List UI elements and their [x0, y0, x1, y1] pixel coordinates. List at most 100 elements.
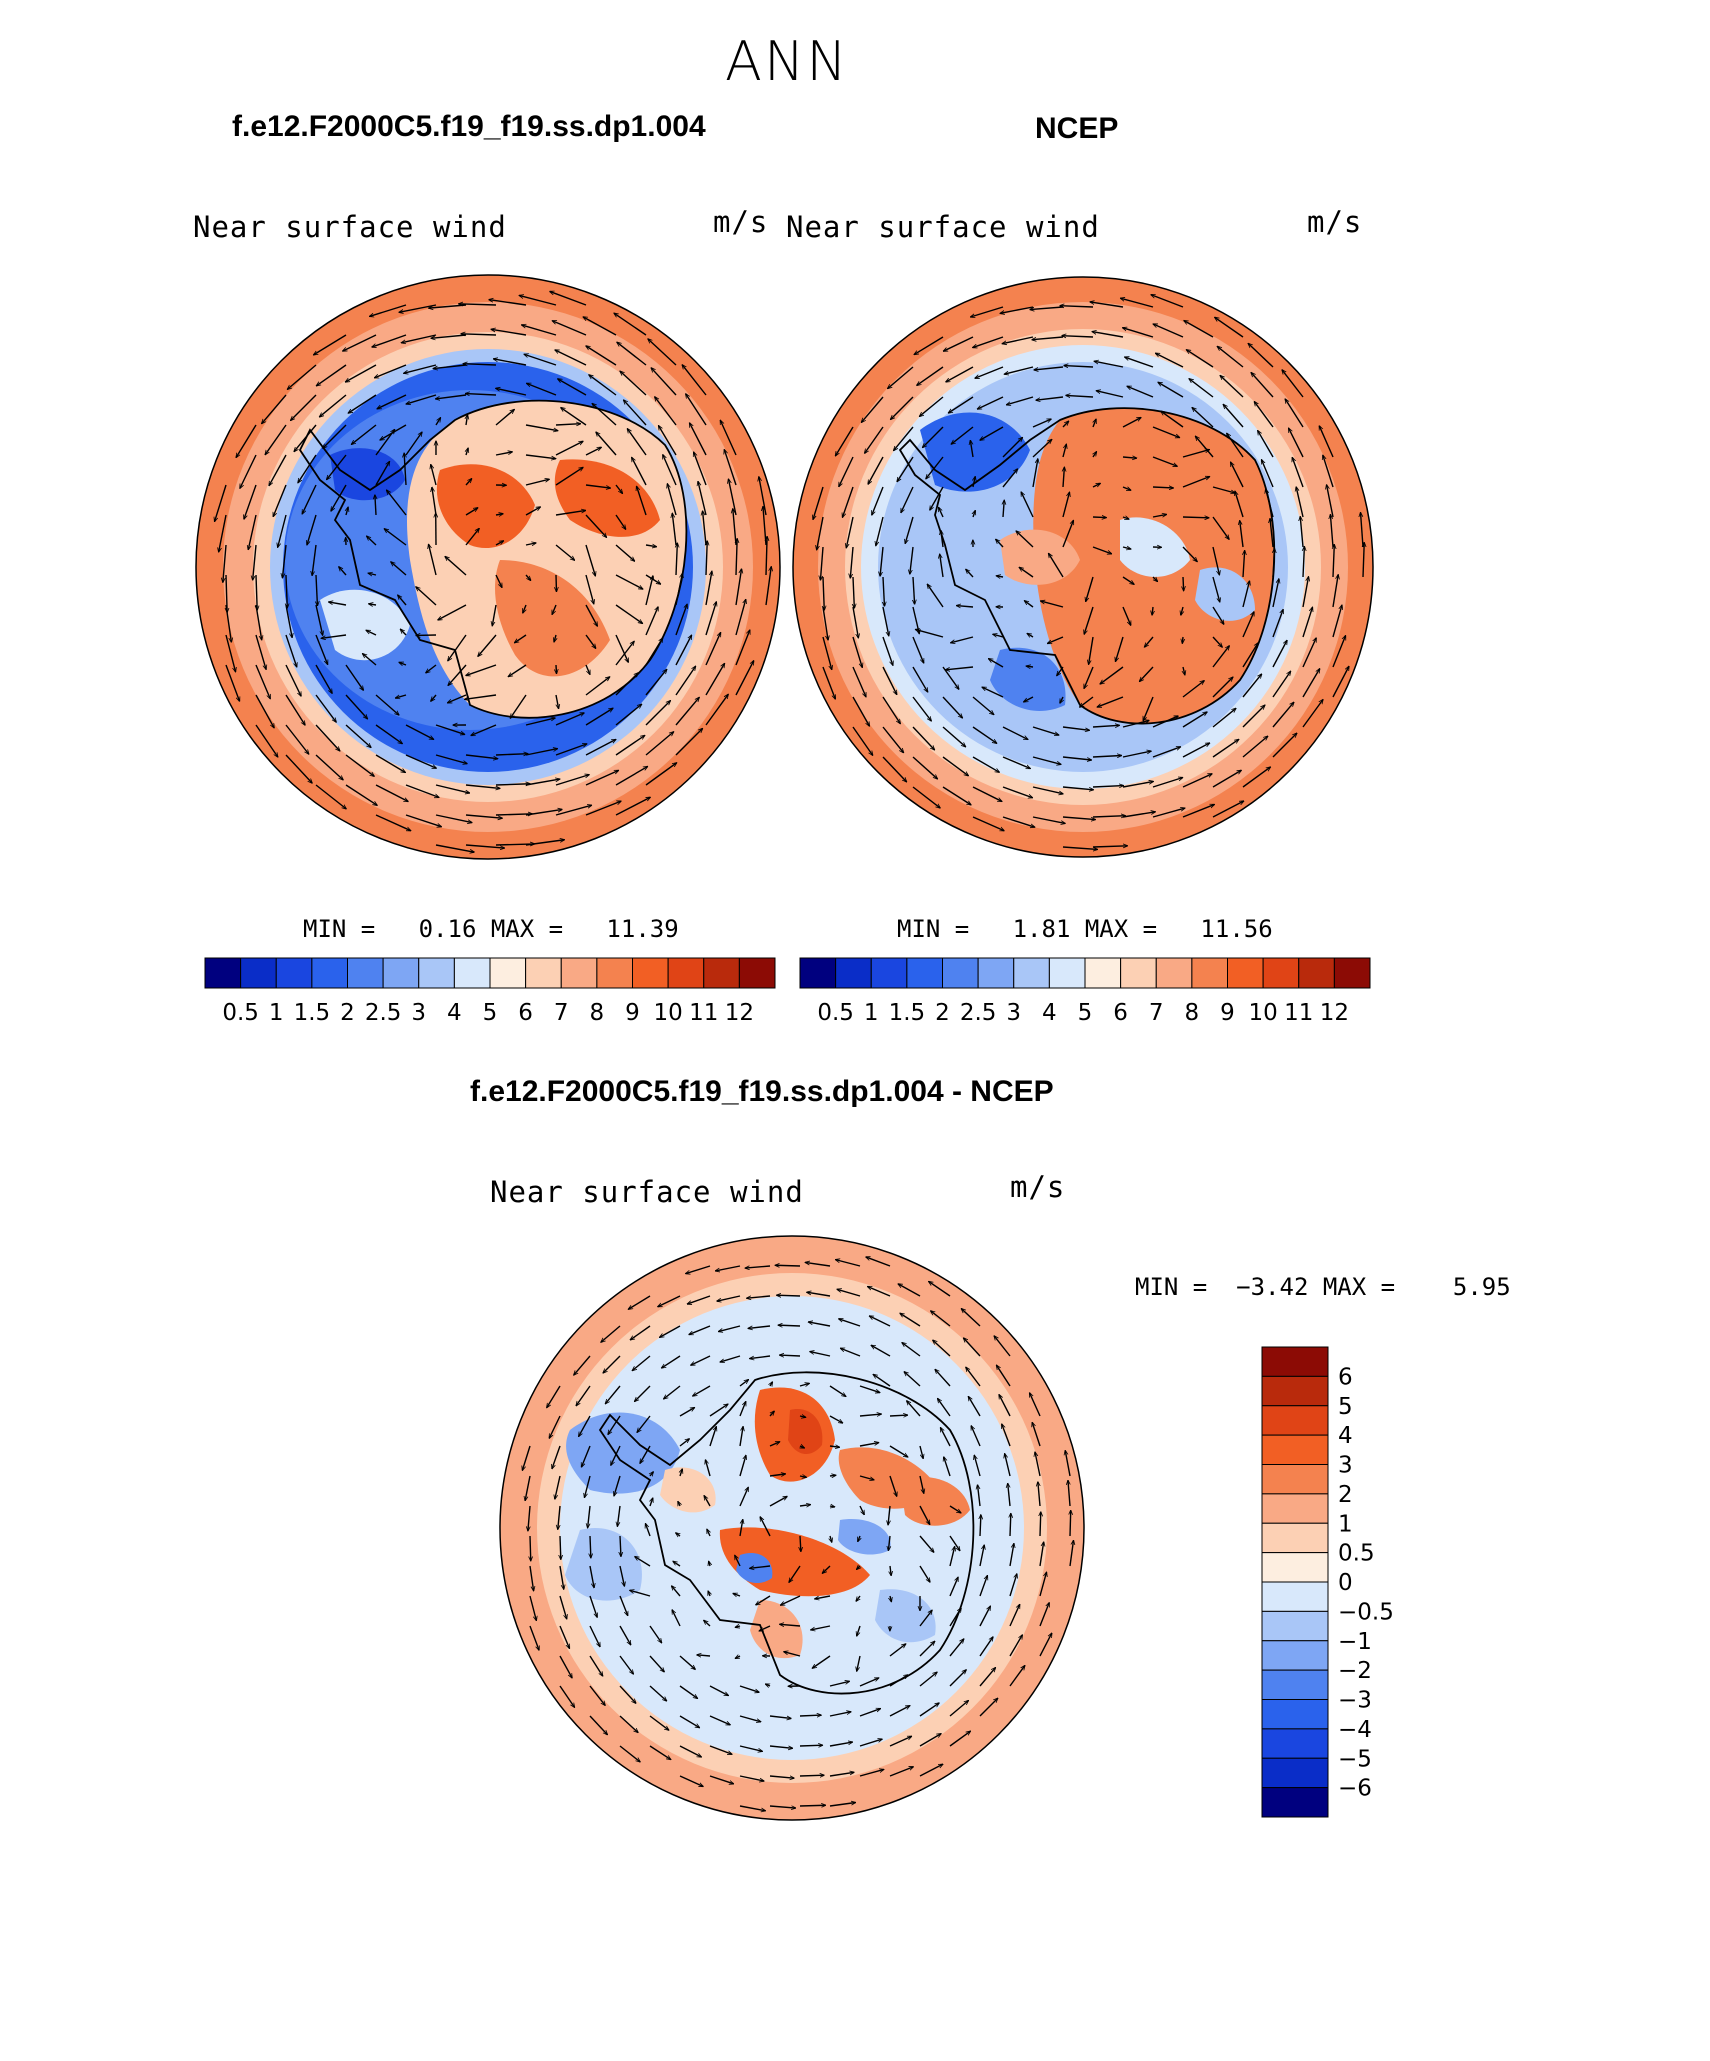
wind-vector-arrow	[946, 366, 974, 382]
wind-vector-arrow	[949, 1547, 955, 1567]
wind-vector-arrow	[914, 336, 944, 355]
wind-vector-arrow	[465, 844, 505, 848]
wind-vector-arrow	[1242, 767, 1271, 788]
wind-vector-arrow	[585, 447, 601, 456]
wind-vector-arrow	[919, 1610, 932, 1627]
wind-vector-arrow	[910, 546, 914, 574]
panel2-colorbar-label: 3	[1006, 1000, 1021, 1026]
wind-vector-arrow	[1024, 601, 1034, 608]
wind-vector-arrow	[808, 1322, 831, 1327]
wind-vector-arrow	[979, 1606, 990, 1627]
panel2-colorbar-box	[1227, 957, 1264, 989]
wind-vector-arrow	[829, 1475, 836, 1476]
wind-vector-arrow	[769, 1441, 780, 1447]
wind-vector-arrow	[585, 604, 597, 626]
wind-vector-arrow	[664, 1385, 681, 1399]
wind-vector-arrow	[709, 1404, 728, 1417]
wind-vector-arrow	[1026, 666, 1034, 667]
wind-vector-arrow	[822, 1565, 831, 1573]
wind-vector-arrow	[559, 1565, 564, 1589]
panel1-wind-vectors	[215, 291, 772, 852]
wind-vector-arrow	[799, 1416, 806, 1417]
wind-vector-arrow	[244, 484, 257, 519]
wind-vector-arrow	[1212, 739, 1239, 758]
wind-vector-arrow	[1021, 492, 1034, 518]
wind-vector-arrow	[973, 477, 975, 488]
wind-vector-arrow	[374, 364, 407, 379]
wind-vector-arrow	[1122, 547, 1131, 549]
wind-vector-arrow	[1152, 426, 1180, 439]
wind-vector-arrow	[1068, 1480, 1071, 1507]
wind-vector-arrow	[351, 424, 377, 444]
wind-vector-arrow	[1039, 1542, 1044, 1567]
wind-vector-arrow	[889, 1736, 912, 1747]
wind-vector-arrow	[1009, 1604, 1020, 1627]
wind-vector-arrow	[678, 1501, 680, 1506]
wind-vector-arrow	[406, 394, 437, 404]
wind-vector-arrow	[585, 677, 610, 696]
panel3-colorbar-box	[1261, 1669, 1329, 1700]
wind-vector-arrow	[949, 1577, 959, 1597]
panel2-colorbar-label: 1	[864, 1000, 879, 1026]
wind-vector-arrow	[800, 1446, 804, 1448]
wind-vector-arrow	[463, 364, 497, 365]
wind-vector-arrow	[495, 814, 532, 815]
panel1-colorbar-box	[240, 957, 277, 989]
wind-vector-arrow	[1086, 576, 1094, 602]
wind-vector-arrow	[705, 632, 721, 666]
panel3-colorbar-label: 6	[1338, 1364, 1353, 1390]
wind-vector-arrow	[555, 424, 581, 425]
panel1-colorbar-box	[418, 957, 455, 989]
wind-vector-arrow	[944, 1457, 951, 1477]
wind-vector-arrow	[839, 456, 854, 487]
wind-vector-arrow	[784, 1652, 801, 1657]
wind-vector-arrow	[255, 634, 266, 669]
wind-vector-arrow	[705, 602, 716, 636]
wind-vector-arrow	[285, 694, 305, 725]
wind-vector-arrow	[1080, 696, 1094, 707]
wind-vector-arrow	[919, 1565, 930, 1582]
wind-vector-arrow	[680, 1469, 682, 1477]
wind-vector-arrow	[717, 1295, 741, 1301]
panel3-colorbar-label: −3	[1338, 1688, 1372, 1714]
wind-vector-arrow	[1361, 513, 1364, 548]
wind-vector-arrow	[673, 1561, 681, 1567]
wind-vector-arrow	[345, 364, 377, 382]
wind-vector-arrow	[1242, 674, 1262, 698]
wind-vector-arrow	[707, 1591, 710, 1597]
wind-vector-arrow	[1212, 636, 1222, 647]
wind-vector-arrow	[1064, 366, 1094, 367]
wind-vector-arrow	[1242, 581, 1250, 608]
panel1-colorbar-box	[596, 957, 633, 989]
wind-vector-arrow	[495, 784, 530, 785]
wind-vector-arrow	[375, 429, 395, 456]
wind-vector-arrow	[255, 724, 278, 757]
wind-vector-arrow	[1302, 699, 1323, 728]
wind-vector-arrow	[942, 786, 971, 805]
panel3-colorbar-box	[1261, 1699, 1329, 1730]
wind-vector-arrow	[1242, 705, 1265, 728]
wind-vector-arrow	[930, 486, 944, 510]
wind-vector-arrow	[345, 694, 368, 719]
panel1-title: f.e12.F2000C5.f19_f19.ss.dp1.004	[232, 110, 706, 143]
wind-vector-arrow	[1094, 361, 1124, 368]
main-title: ANN	[725, 30, 849, 93]
panel2-units-label: m/s	[1307, 205, 1363, 239]
wind-vector-arrow	[285, 634, 297, 667]
wind-vector-arrow	[810, 1352, 831, 1357]
wind-vector-arrow	[1092, 546, 1112, 554]
wind-vector-arrow	[529, 1565, 534, 1591]
wind-vector-arrow	[1182, 803, 1214, 818]
wind-vector-arrow	[1060, 696, 1063, 703]
wind-vector-arrow	[1024, 696, 1034, 702]
wind-vector-arrow	[555, 694, 559, 709]
wind-vector-arrow	[704, 1620, 711, 1627]
panel2-map-border	[792, 276, 1374, 858]
wind-vector-arrow	[435, 724, 465, 734]
wind-vector-arrow	[1006, 396, 1034, 405]
wind-vector-arrow	[982, 687, 1004, 698]
wind-vector-arrow	[1062, 336, 1094, 337]
wind-vector-arrow	[387, 490, 407, 516]
wind-vector-arrow	[1032, 756, 1061, 764]
wind-vector-arrow	[1002, 816, 1035, 827]
